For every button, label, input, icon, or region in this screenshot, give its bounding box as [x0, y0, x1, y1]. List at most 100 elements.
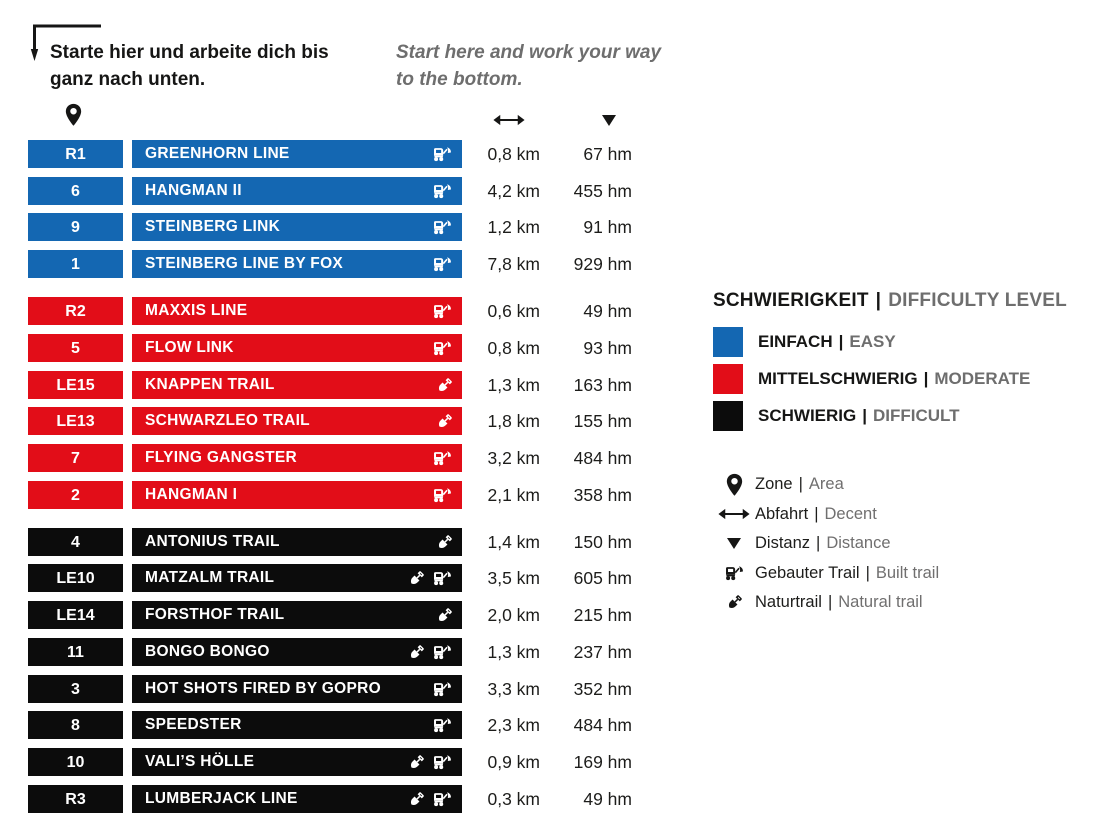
digger-icon — [432, 340, 453, 356]
icon-legend-label: Abfahrt | Decent — [755, 505, 877, 524]
icon-legend-item: Gebauter Trail | Built trail — [713, 559, 939, 588]
trail-distance-value: 150 hm — [573, 532, 632, 552]
trail-name-bar: KNAPPEN TRAIL — [132, 371, 462, 399]
separator: | — [814, 504, 819, 523]
trail-name: ANTONIUS TRAIL — [145, 533, 280, 550]
digger-icon — [432, 644, 453, 660]
trail-descent-value: 2,3 km — [487, 715, 540, 735]
trail-descent-value: 2,1 km — [487, 485, 540, 505]
trail-distance-value: 484 hm — [573, 448, 632, 468]
trail-distance-value: 91 hm — [583, 217, 632, 237]
difficulty-legend-item: EINFACH | EASY — [713, 327, 896, 357]
trail-distance-value: 237 hm — [573, 642, 632, 662]
difficulty-legend: SCHWIERIGKEIT | DIFFICULTY LEVEL EINFACH | E… — [713, 290, 1113, 431]
trail-row: 8 SPEEDSTER 2,3 km 484 hm — [28, 711, 640, 739]
trail-distance-value: 49 hm — [583, 301, 632, 321]
trail-row: R3 LUMBERJACK LINE 0,3 km 49 hm — [28, 785, 640, 813]
trail-name: STEINBERG LINK — [145, 218, 281, 235]
separator: | — [923, 369, 929, 388]
icon-label-de: Zone — [755, 475, 793, 493]
difficulty-label-de: SCHWIERIG — [758, 406, 857, 425]
separator: | — [862, 406, 867, 425]
difficulty-color-swatch — [713, 364, 743, 394]
trail-row: R1 GREENHORN LINE 0,8 km 67 hm — [28, 140, 640, 168]
trail-descent-value: 1,8 km — [487, 411, 540, 431]
separator: | — [827, 593, 833, 611]
trail-name: KNAPPEN TRAIL — [145, 376, 275, 393]
digger-icon — [432, 717, 453, 733]
digger-icon — [432, 146, 453, 162]
icon-legend-item: Abfahrt | Decent — [713, 500, 877, 529]
icon-label-de: Gebauter Trail — [755, 563, 860, 582]
trail-name: SCHWARZLEO TRAIL — [145, 412, 310, 429]
difficulty-legend-label: EINFACH | EASY — [758, 332, 896, 352]
trail-row: 9 STEINBERG LINK 1,2 km 91 hm — [28, 213, 640, 241]
trail-name-bar: STEINBERG LINE BY FOX — [132, 250, 462, 278]
shovel-icon — [436, 534, 453, 551]
trail-zone-badge: 10 — [28, 748, 123, 776]
digger-icon — [432, 450, 453, 466]
trail-name: HANGMAN II — [145, 182, 242, 199]
trail-name-bar: VALI’S HÖLLE — [132, 748, 462, 776]
triangle-down-icon — [602, 115, 616, 126]
separator: | — [816, 534, 821, 552]
trail-name: MAXXIS LINE — [145, 302, 248, 319]
trail-type-icons — [432, 717, 453, 733]
trail-type-icons — [432, 681, 453, 697]
digger-icon — [432, 487, 453, 503]
trail-distance-value: 929 hm — [573, 254, 632, 274]
trail-name-bar: ANTONIUS TRAIL — [132, 528, 462, 556]
icon-legend-label: Naturtrail | Natural trail — [755, 593, 923, 612]
trail-name: VALI’S HÖLLE — [145, 753, 255, 770]
trail-row: 6 HANGMAN II 4,2 km 455 hm — [28, 177, 640, 205]
trail-distance-value: 67 hm — [583, 144, 632, 164]
trail-distance-value: 352 hm — [573, 679, 632, 699]
trail-type-icons — [408, 570, 453, 587]
trail-distance-value: 455 hm — [573, 181, 632, 201]
trail-zone-badge: R1 — [28, 140, 123, 168]
trail-type-icons — [432, 183, 453, 199]
trail-descent-value: 3,5 km — [487, 568, 540, 588]
trail-name-bar: LUMBERJACK LINE — [132, 785, 462, 813]
icon-label-en: Built trail — [875, 563, 940, 582]
trail-distance-value: 155 hm — [573, 411, 632, 431]
trail-distance-value: 49 hm — [583, 789, 632, 809]
trail-name: FLYING GANGSTER — [145, 449, 298, 466]
trail-name-bar: HANGMAN I — [132, 481, 462, 509]
difficulty-label-de: EINFACH — [758, 332, 833, 351]
trail-type-icons — [432, 340, 453, 356]
trail-name: SPEEDSTER — [145, 716, 242, 733]
trail-zone-badge: 9 — [28, 213, 123, 241]
trail-descent-value: 1,3 km — [487, 375, 540, 395]
digger-icon — [432, 183, 453, 199]
trail-row: LE14 FORSTHOF TRAIL 2,0 km 215 hm — [28, 601, 640, 629]
difficulty-legend-title: SCHWIERIGKEIT | DIFFICULTY LEVEL — [713, 290, 1113, 312]
trail-name-bar: FLYING GANGSTER — [132, 444, 462, 472]
icon-label-de: Naturtrail — [755, 593, 822, 611]
trail-zone-badge: LE14 — [28, 601, 123, 629]
trail-row: 10 VALI’S HÖLLE 0,9 km 169 hm — [28, 748, 640, 776]
trail-row: 11 BONGO BONGO 1,3 km 237 hm — [28, 638, 640, 666]
trail-type-icons — [432, 146, 453, 162]
trail-zone-badge: 7 — [28, 444, 123, 472]
difficulty-label-en: EASY — [849, 332, 896, 351]
icon-label-en: Decent — [824, 504, 877, 523]
trail-type-icons — [408, 644, 453, 661]
difficulty-color-swatch — [713, 327, 743, 357]
separator: | — [875, 290, 882, 311]
trail-distance-value: 605 hm — [573, 568, 632, 588]
trail-name-bar: MAXXIS LINE — [132, 297, 462, 325]
shovel-icon — [436, 413, 453, 430]
digger-icon — [432, 791, 453, 807]
trail-descent-value: 4,2 km — [487, 181, 540, 201]
trail-zone-badge: R3 — [28, 785, 123, 813]
digger-icon — [432, 570, 453, 586]
intro-text-de: Starte hier und arbeite dich bis ganz na… — [50, 42, 329, 90]
trail-name-bar: SCHWARZLEO TRAIL — [132, 407, 462, 435]
shovel-icon — [408, 644, 425, 661]
trail-name: HANGMAN I — [145, 486, 238, 503]
trail-type-icons — [436, 607, 453, 624]
difficulty-label-en: MODERATE — [934, 369, 1031, 388]
trail-descent-value: 3,2 km — [487, 448, 540, 468]
